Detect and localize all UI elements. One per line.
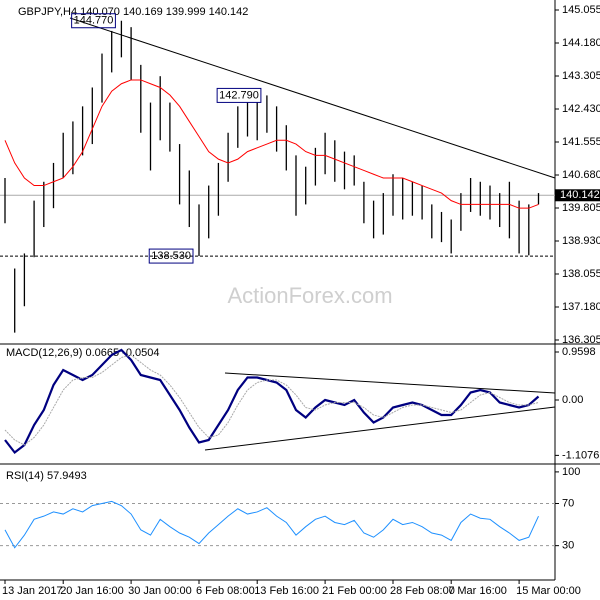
x-tick-label: 21 Feb 00:00: [322, 585, 387, 597]
indicator-line: [4, 354, 539, 446]
macd-title: MACD(12,26,9) 0.0665 -0.0504: [6, 347, 159, 359]
current-price-label: 140.142: [560, 189, 600, 201]
y-tick-label: 138.930: [562, 235, 600, 247]
y-tick-label: 70: [562, 497, 574, 509]
price-annotation: 138.530: [151, 250, 191, 262]
x-tick-label: 13 Jan 2017: [2, 585, 63, 597]
y-tick-label: -1.1076: [562, 449, 599, 461]
y-tick-label: 137.180: [562, 301, 600, 313]
price-annotation-box: [148, 248, 194, 264]
x-tick-label: 7 Mar 16:00: [448, 585, 507, 597]
price-annotation-box: [216, 87, 262, 103]
trend-line: [204, 406, 556, 451]
x-tick-label: 13 Feb 16:00: [254, 585, 319, 597]
watermark: ActionForex.com: [227, 283, 392, 308]
y-tick-label: 140.680: [562, 169, 600, 181]
current-price-box: [555, 189, 600, 202]
price-annotation: 144.770: [74, 15, 114, 27]
y-tick-label: 30: [562, 540, 574, 552]
chart-title: GBPJPY,H4 140.070 140.169 139.999 140.14…: [18, 6, 248, 18]
x-tick-label: 15 Mar 00:00: [516, 585, 581, 597]
indicator-line: [4, 348, 540, 455]
x-tick-label: 6 Feb 08:00: [196, 585, 255, 597]
y-tick-label: 0.9598: [562, 346, 596, 358]
x-tick-label: 30 Jan 00:00: [128, 585, 192, 597]
y-tick-label: 145.055: [562, 4, 600, 16]
price-annotation-box: [71, 13, 116, 29]
indicator-line: [4, 500, 539, 549]
y-tick-label: 142.430: [562, 103, 600, 115]
trend-line: [69, 17, 556, 179]
y-tick-label: 144.180: [562, 37, 600, 49]
y-tick-label: 141.555: [562, 136, 600, 148]
y-tick-label: 0.00: [562, 394, 583, 406]
price-annotation: 142.790: [219, 89, 259, 101]
moving-average: [4, 79, 539, 209]
y-tick-label: 100: [562, 466, 580, 478]
x-tick-label: 28 Feb 08:00: [390, 585, 455, 597]
y-tick-label: 139.805: [562, 202, 600, 214]
trend-line: [224, 372, 556, 394]
x-tick-label: 20 Jan 16:00: [60, 585, 124, 597]
y-tick-label: 143.305: [562, 70, 600, 82]
y-tick-label: 138.055: [562, 268, 600, 280]
rsi-title: RSI(14) 57.9493: [6, 470, 87, 482]
y-tick-label: 136.305: [562, 334, 600, 346]
